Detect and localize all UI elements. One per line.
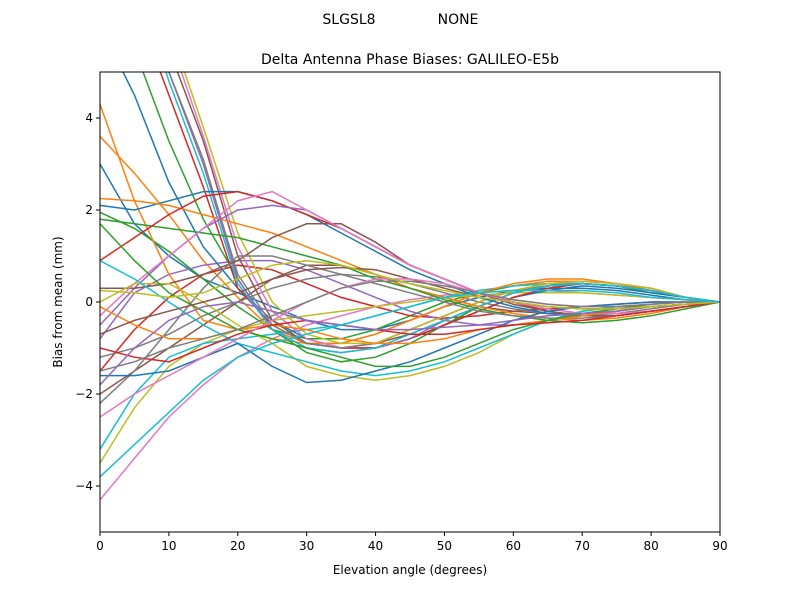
x-tick-label: 80 bbox=[643, 539, 658, 553]
x-axis-label: Elevation angle (degrees) bbox=[333, 563, 487, 577]
series-line-26 bbox=[100, 190, 720, 317]
x-tick-label: 40 bbox=[368, 539, 383, 553]
series-line-34 bbox=[100, 301, 720, 386]
y-tick-label: 4 bbox=[85, 111, 93, 125]
x-tick-label: 20 bbox=[230, 539, 245, 553]
series-line-39 bbox=[100, 289, 720, 478]
series-line-22 bbox=[100, 218, 720, 324]
x-tick-label: 50 bbox=[437, 539, 452, 553]
series-line-37 bbox=[100, 280, 720, 372]
y-tick-label: −4 bbox=[75, 479, 93, 493]
y-tick-label: −2 bbox=[75, 387, 93, 401]
x-tick-label: 0 bbox=[96, 539, 104, 553]
x-tick-label: 60 bbox=[506, 539, 521, 553]
series-line-33 bbox=[100, 301, 720, 363]
series-lines bbox=[100, 72, 720, 501]
x-tick-label: 70 bbox=[575, 539, 590, 553]
x-tick-label: 30 bbox=[299, 539, 314, 553]
series-line-38 bbox=[100, 259, 720, 310]
suptitle-left: SLGSL8 bbox=[322, 12, 375, 28]
x-tick-label: 90 bbox=[712, 539, 727, 553]
suptitle-right: NONE bbox=[438, 12, 479, 28]
chart-title: Delta Antenna Phase Biases: GALILEO-E5b bbox=[261, 52, 559, 68]
axis-ticks: 0 10 20 30 40 50 60 70 80 90 −4 −2 0 2 4 bbox=[75, 111, 727, 553]
y-tick-label: 0 bbox=[85, 295, 93, 309]
y-tick-label: 2 bbox=[85, 203, 93, 217]
x-tick-label: 10 bbox=[161, 539, 176, 553]
y-axis-label: Bias from mean (mm) bbox=[51, 236, 65, 367]
